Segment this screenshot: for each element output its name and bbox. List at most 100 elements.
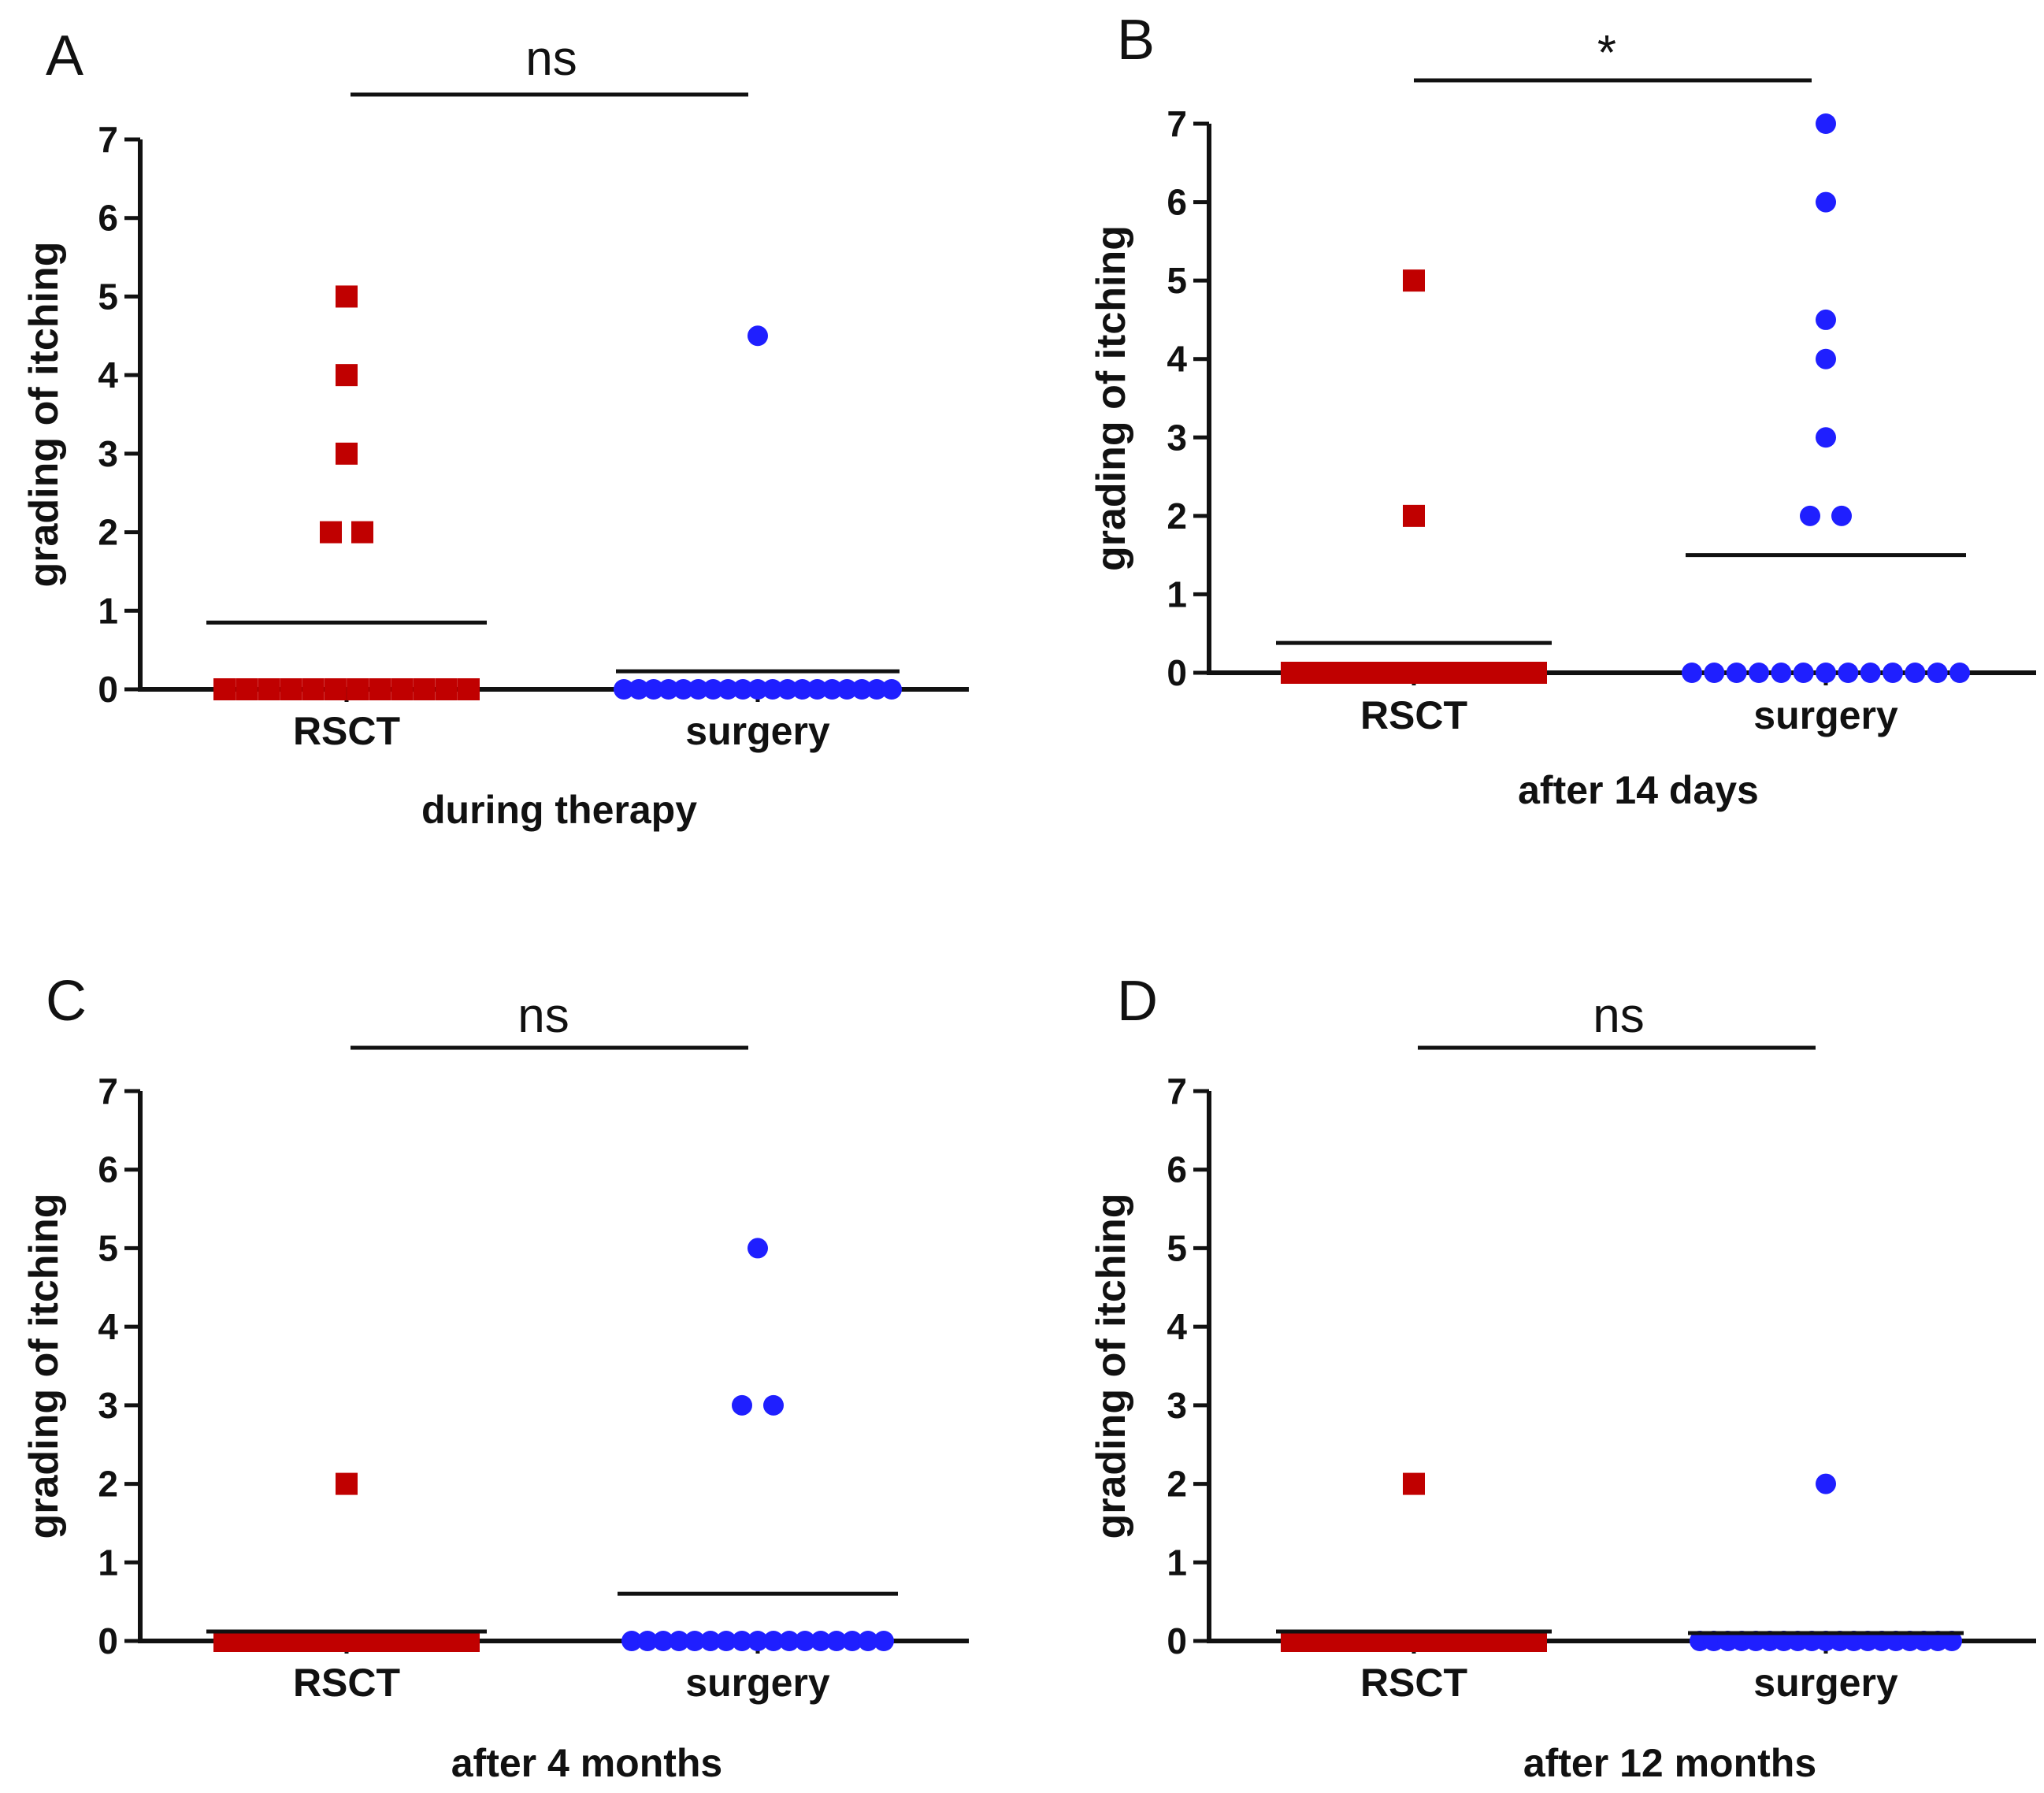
y-tick-label: 5	[1167, 260, 1187, 301]
data-point	[458, 678, 480, 700]
data-point	[1816, 191, 1836, 213]
y-tick-label: 4	[98, 355, 118, 395]
data-point	[236, 678, 258, 700]
data-point	[703, 679, 724, 700]
y-tick-label: 1	[98, 1542, 118, 1583]
data-point	[763, 1631, 784, 1651]
series-surgery	[1682, 113, 1970, 683]
y-tick-label: 6	[98, 198, 118, 239]
data-point	[1860, 663, 1881, 683]
data-point	[1403, 269, 1425, 292]
data-point	[1745, 1631, 1767, 1651]
data-point	[1843, 1631, 1864, 1651]
data-point	[1682, 663, 1702, 683]
x-tick-label: surgery	[685, 1661, 830, 1705]
data-point	[258, 678, 280, 700]
data-point	[336, 285, 358, 308]
data-point	[700, 1631, 721, 1651]
significance-label: ns	[525, 32, 577, 86]
y-tick-label: 2	[1167, 496, 1187, 536]
y-tick-label: 3	[1167, 1385, 1187, 1426]
data-point	[881, 679, 902, 700]
data-point	[807, 679, 828, 700]
data-point	[1883, 663, 1903, 683]
data-point	[762, 679, 783, 700]
data-point	[1704, 663, 1725, 683]
data-point	[458, 1630, 480, 1652]
series-rsct	[1276, 269, 1552, 684]
data-point	[673, 679, 694, 700]
data-point	[1816, 1631, 1836, 1651]
panel-letter: B	[1117, 9, 1155, 72]
data-point	[1927, 663, 1948, 683]
data-point	[1800, 505, 1820, 526]
panel-letter: A	[46, 24, 83, 87]
x-axis-label: after 4 months	[451, 1741, 723, 1785]
y-tick-label: 4	[98, 1306, 118, 1347]
data-point	[851, 679, 873, 700]
data-point	[351, 521, 373, 544]
data-point	[716, 1631, 736, 1651]
data-point	[1885, 1631, 1906, 1651]
x-tick-label: surgery	[1753, 1661, 1898, 1705]
data-point	[1731, 1631, 1753, 1651]
data-point	[280, 678, 302, 700]
data-point	[637, 1631, 658, 1651]
data-point	[1403, 1472, 1425, 1495]
data-point	[1525, 1630, 1547, 1652]
data-point	[1771, 663, 1792, 683]
series-rsct	[1276, 1472, 1552, 1652]
data-point	[1831, 505, 1852, 526]
data-point	[302, 678, 325, 700]
data-point	[336, 1472, 358, 1495]
data-point	[747, 679, 768, 700]
data-point	[320, 521, 342, 544]
data-point	[1927, 1631, 1949, 1651]
y-tick-label: 0	[98, 669, 118, 710]
data-point	[643, 679, 664, 700]
series-rsct	[206, 285, 487, 700]
panel-letter: C	[46, 970, 87, 1033]
x-tick-label: RSCT	[293, 709, 400, 753]
data-point	[779, 1631, 799, 1651]
y-tick-label: 5	[98, 1227, 118, 1268]
data-point	[1690, 1631, 1710, 1651]
data-point	[1703, 1631, 1724, 1651]
y-tick-label: 1	[98, 590, 118, 631]
data-point	[1857, 1631, 1879, 1651]
data-point	[1793, 663, 1814, 683]
data-point	[747, 1238, 768, 1259]
data-point	[336, 364, 358, 387]
y-tick-label: 2	[1167, 1464, 1187, 1505]
data-point	[688, 679, 709, 700]
data-point	[866, 679, 888, 700]
x-axis-label: after 14 days	[1518, 768, 1759, 812]
data-point	[842, 1631, 862, 1651]
data-point	[1816, 113, 1836, 134]
y-tick-label: 7	[1167, 1071, 1187, 1112]
data-point	[1759, 1631, 1780, 1651]
data-point	[732, 1631, 752, 1651]
y-tick-label: 2	[98, 512, 118, 553]
data-point	[732, 1394, 752, 1416]
y-axis-label: grading of itching	[21, 1193, 67, 1539]
y-tick-label: 3	[98, 1385, 118, 1426]
y-axis-label: grading of itching	[1089, 225, 1134, 571]
data-point	[614, 679, 634, 700]
data-point	[1942, 1631, 1962, 1651]
data-point	[1816, 348, 1836, 369]
data-point	[684, 1631, 705, 1651]
data-point	[369, 678, 391, 700]
y-tick-label: 5	[98, 276, 118, 317]
y-tick-label: 7	[98, 119, 118, 160]
data-point	[658, 679, 679, 700]
y-tick-label: 6	[1167, 182, 1187, 223]
y-axis-label: grading of itching	[21, 241, 67, 587]
data-point	[1717, 1631, 1738, 1651]
data-point	[826, 1631, 847, 1651]
series-surgery	[614, 325, 902, 700]
